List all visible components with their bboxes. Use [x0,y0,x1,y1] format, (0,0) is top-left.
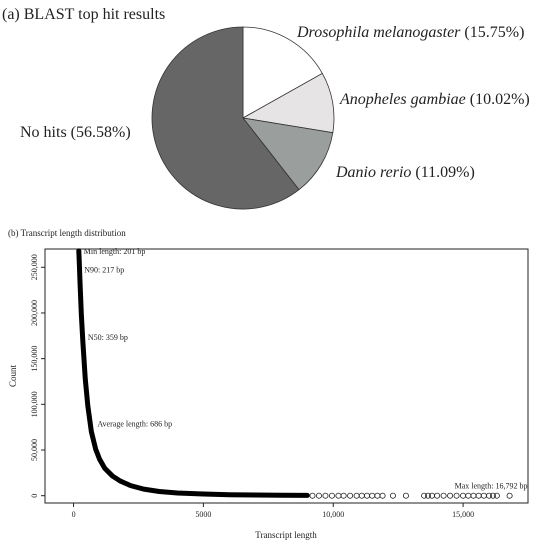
data-point [315,492,322,499]
data-point [389,492,396,499]
data-point [428,492,435,499]
pie-label: No hits (56.58%) [20,124,131,141]
y-tick-label: 150,000 [30,346,39,372]
y-tick-label: 100,000 [30,391,39,417]
data-point [379,492,386,499]
distribution-curve [76,248,310,498]
annotation: N90: 217 bp [84,266,124,275]
annotation: Average length: 686 bp [97,420,172,429]
scatter-chart: (b) Transcript length distribution 0 5000… [8,228,529,540]
data-point [340,492,347,499]
y-tick-label: 0 [30,494,39,498]
y-axis-label: Count [8,365,18,388]
data-point [460,492,467,499]
data-point [440,492,447,499]
pie-slice-danio-rerio [242,117,334,191]
pie-title: (a) BLAST top hit results [2,6,165,23]
annotation: Max length: 16,792 bp [455,482,528,491]
data-point [489,492,496,499]
annotation: Min length: 201 bp [84,247,146,256]
data-point [369,492,376,499]
x-axis-label: Transcript length [255,530,317,540]
y-tick-label: 250,000 [30,254,39,280]
x-tick-label: 0 [72,510,76,519]
data-point [486,492,493,499]
data-point [402,492,409,499]
x-tick-label: 10,000 [322,510,344,519]
annotation: N50: 359 bp [88,333,128,342]
data-point [493,492,500,499]
data-point [465,492,472,499]
data-point [421,492,428,499]
data-point [363,492,370,499]
data-point [475,492,482,499]
data-point [453,492,460,499]
pie-slice-no-hits [151,26,300,210]
scatter-title: (b) Transcript length distribution [8,228,126,238]
data-point [353,492,360,499]
data-point [425,492,432,499]
data-point [374,492,381,499]
x-tick-label: 15,000 [452,510,474,519]
pie-slice-drosophila-melanogaster [242,26,323,119]
pie-chart: (a) BLAST top hit results Drosophila mel… [2,6,530,210]
y-tick-label: 50,000 [30,439,39,461]
data-point [470,492,477,499]
pie-label: Drosophila melanogaster (15.75%) [296,24,524,41]
data-point [328,492,335,499]
plot-frame [44,248,529,504]
pie-label: Anopheles gambiae (10.02%) [339,91,530,108]
data-point [309,492,316,499]
data-point [434,492,441,499]
data-point [506,492,513,499]
y-tick-label: 200,000 [30,300,39,326]
data-point [322,492,329,499]
data-point [347,492,354,499]
data-point [335,492,342,499]
data-point [480,492,487,499]
x-tick-label: 5000 [195,510,211,519]
data-point [358,492,365,499]
pie-label: Danio rerio (11.09%) [335,164,475,181]
data-point [447,492,454,499]
